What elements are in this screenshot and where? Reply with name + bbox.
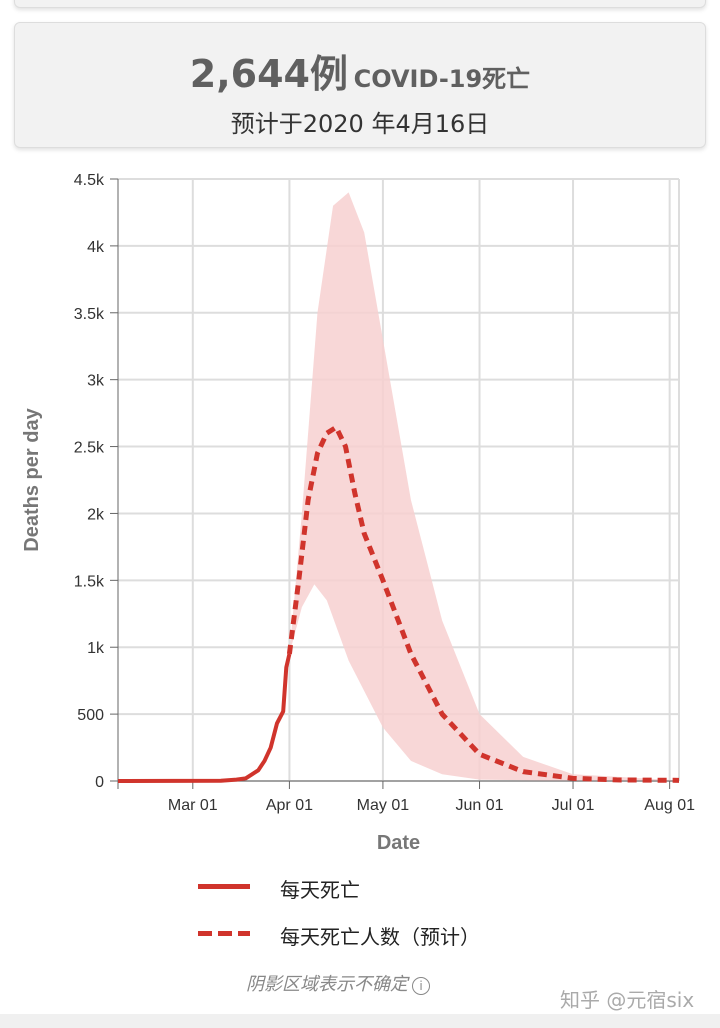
death-label: COVID-19死亡: [353, 65, 531, 93]
x-tick-label: Apr 01: [266, 797, 313, 814]
bottom-bar: [0, 1014, 720, 1028]
y-tick-label: 0: [95, 774, 104, 791]
death-count: 2,644例: [189, 52, 348, 96]
y-axis-label: Deaths per day: [21, 407, 43, 551]
previous-card: [14, 0, 706, 8]
x-tick-label: Jun 01: [456, 797, 504, 814]
x-tick-label: Jul 01: [552, 797, 595, 814]
y-tick-label: 1.5k: [74, 573, 105, 590]
y-tick-label: 3.5k: [74, 306, 105, 323]
legend-solid-line: [198, 884, 250, 889]
y-tick-label: 1k: [87, 640, 105, 657]
watermark: 知乎 @元宿six: [560, 988, 695, 1012]
uncertainty-note: 阴影区域表示不确定 i: [246, 970, 430, 996]
peak-date: 预计于2020 年4月16日: [230, 110, 490, 138]
y-tick-label: 3k: [87, 373, 105, 390]
x-tick-label: May 01: [357, 797, 410, 814]
deaths-chart: 0 500 1k 1.5k 2k 2.5k 3k 3.5k 4k 4.5k Mar 01 Apr 01…: [21, 172, 695, 854]
x-axis-label: Date: [377, 832, 420, 854]
uncertainty-band: [289, 192, 679, 781]
y-tick-label: 2.5k: [74, 440, 105, 457]
x-tick-label: Mar 01: [168, 797, 218, 814]
y-tick-label: 4.5k: [74, 172, 105, 189]
projected-deaths-line: [286, 424, 680, 783]
x-tick-label: Aug 01: [644, 797, 695, 814]
actual-deaths-line: [117, 653, 292, 783]
info-icon[interactable]: i: [412, 977, 430, 995]
summary-card: 2,644例 COVID-19死亡 预计于2020 年4月16日: [14, 22, 706, 148]
y-tick-label: 2k: [87, 506, 105, 523]
y-tick-label: 500: [77, 707, 104, 724]
legend-dashed-line: [198, 931, 250, 936]
y-tick-label: 4k: [87, 239, 105, 256]
